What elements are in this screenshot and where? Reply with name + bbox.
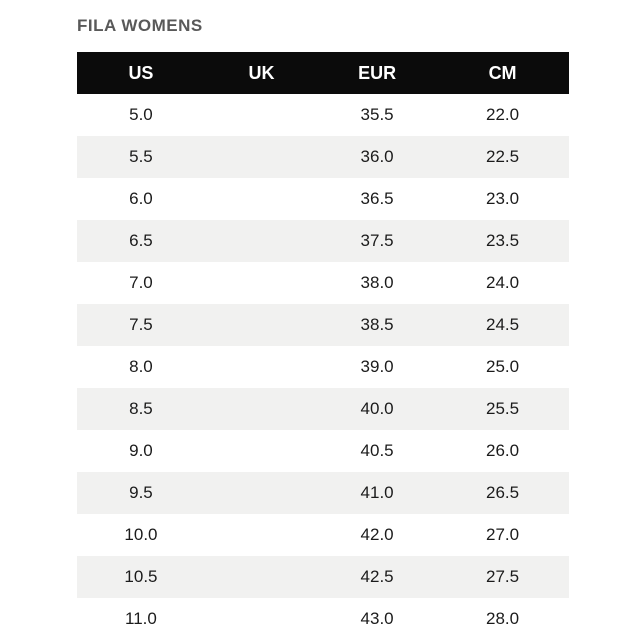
table-cell: 8.5 (129, 399, 153, 418)
table-cell: 36.0 (360, 147, 394, 166)
table-row: 9.0 40.5 26.0 (77, 430, 569, 472)
table-cell: 24.5 (486, 315, 520, 334)
table-cell (205, 472, 318, 514)
table-cell: 25.0 (486, 357, 520, 376)
table-row: 6.0 36.5 23.0 (77, 178, 569, 220)
table-row: 11.0 43.0 28.0 (77, 598, 569, 640)
table-row: 9.5 41.0 26.5 (77, 472, 569, 514)
column-header-uk: UK (204, 52, 319, 94)
table-row: 8.5 40.0 25.5 (77, 388, 569, 430)
table-cell: 10.5 (124, 567, 158, 586)
table-row: 8.0 39.0 25.0 (77, 346, 569, 388)
column-header-us: US (77, 52, 205, 94)
table-cell: 42.0 (360, 525, 394, 544)
table-cell: 43.0 (360, 609, 394, 628)
table-cell: 26.5 (486, 483, 520, 502)
header-row: US UK EUR CM (77, 52, 569, 94)
table-cell: 7.5 (129, 315, 153, 334)
size-chart-table: US UK EUR CM 5.0 35.5 22.0 5.5 36.0 22.5 6.0 36.5 2… (77, 52, 569, 640)
table-cell (205, 262, 318, 304)
table-cell (205, 388, 318, 430)
table-row: 7.5 38.5 24.5 (77, 304, 569, 346)
table-cell (205, 598, 318, 640)
table-row: 10.5 42.5 27.5 (77, 556, 569, 598)
table-cell: 23.0 (486, 189, 520, 208)
table-cell: 5.5 (129, 147, 153, 166)
table-cell: 42.5 (360, 567, 394, 586)
column-header-eur: EUR (318, 52, 437, 94)
table-cell: 36.5 (360, 189, 394, 208)
column-header-cm: CM (436, 52, 569, 94)
table-cell (205, 220, 318, 262)
table-cell: 6.5 (129, 231, 153, 250)
table-cell: 9.0 (129, 441, 153, 460)
table-cell: 11.0 (125, 609, 157, 628)
table-cell: 27.5 (486, 567, 520, 586)
table-row: 10.0 42.0 27.0 (77, 514, 569, 556)
table-cell: 37.5 (360, 231, 394, 250)
table-cell: 27.0 (486, 525, 520, 544)
table-cell (205, 556, 318, 598)
table-cell: 10.0 (124, 525, 158, 544)
table-cell: 40.0 (360, 399, 394, 418)
table-cell: 5.0 (129, 105, 153, 124)
table-cell (205, 514, 318, 556)
table-cell (205, 304, 318, 346)
table-cell (205, 94, 318, 136)
table-cell: 6.0 (129, 189, 153, 208)
table-row: 6.5 37.5 23.5 (77, 220, 569, 262)
table-cell: 25.5 (486, 399, 520, 418)
table-cell: 38.0 (360, 273, 394, 292)
table-cell: 24.0 (486, 273, 520, 292)
table-cell: 38.5 (360, 315, 394, 334)
table-cell: 41.0 (360, 483, 394, 502)
table-cell (205, 136, 318, 178)
table-cell: 35.5 (360, 105, 394, 124)
table-cell: 8.0 (129, 357, 153, 376)
table-row: 7.0 38.0 24.0 (77, 262, 569, 304)
table-row: 5.0 35.5 22.0 (77, 94, 569, 136)
table-cell: 9.5 (129, 483, 153, 502)
table-cell: 23.5 (486, 231, 520, 250)
table-cell (205, 346, 318, 388)
table-cell (205, 178, 318, 220)
table-cell: 40.5 (360, 441, 394, 460)
table-cell: 28.0 (486, 609, 520, 628)
table-cell: 22.5 (486, 147, 520, 166)
table-cell: 22.0 (486, 105, 520, 124)
page-title: FILA WOMENS (77, 16, 203, 35)
table-cell (205, 430, 318, 472)
table-cell: 39.0 (360, 357, 394, 376)
table-cell: 26.0 (486, 441, 520, 460)
table-row: 5.5 36.0 22.5 (77, 136, 569, 178)
table-cell: 7.0 (129, 273, 153, 292)
